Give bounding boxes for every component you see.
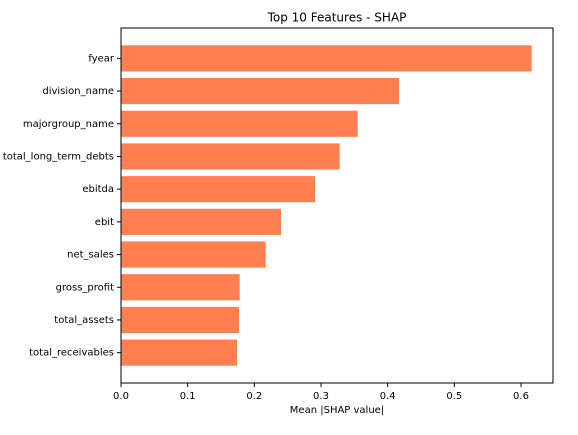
bar — [121, 110, 358, 137]
x-tick-label: 0.2 — [246, 391, 262, 402]
y-tick-label: total_receivables — [29, 348, 114, 359]
y-tick-label: fyear — [88, 53, 115, 64]
x-tick-label: 0.0 — [113, 391, 129, 402]
y-tick-label: total_assets — [54, 315, 114, 326]
bar — [121, 208, 281, 235]
y-tick-label: ebit — [95, 217, 114, 228]
y-tick-label: net_sales — [67, 250, 114, 261]
y-tick-label: total_long_term_debts — [3, 151, 114, 162]
bar — [121, 176, 315, 203]
x-tick-label: 0.5 — [446, 391, 462, 402]
chart-title: Top 10 Features - SHAP — [267, 11, 407, 25]
bar — [121, 45, 532, 72]
bar — [121, 77, 399, 105]
bar — [121, 241, 266, 268]
y-tick-label: ebitda — [82, 184, 114, 195]
x-tick-label: 0.4 — [380, 391, 396, 402]
x-tick-label: 0.6 — [513, 391, 529, 402]
x-tick-label: 0.3 — [313, 391, 329, 402]
bar — [121, 306, 239, 334]
plot-frame — [120, 27, 554, 384]
y-tick-label: division_name — [42, 86, 114, 97]
bar — [121, 274, 240, 301]
x-tick-label: 0.1 — [180, 391, 196, 402]
y-tick-label: gross_profit — [56, 282, 114, 293]
bar — [121, 143, 340, 170]
y-tick-label: majorgroup_name — [23, 119, 114, 130]
bar — [121, 339, 237, 366]
x-axis-label: Mean |SHAP value| — [290, 405, 384, 416]
